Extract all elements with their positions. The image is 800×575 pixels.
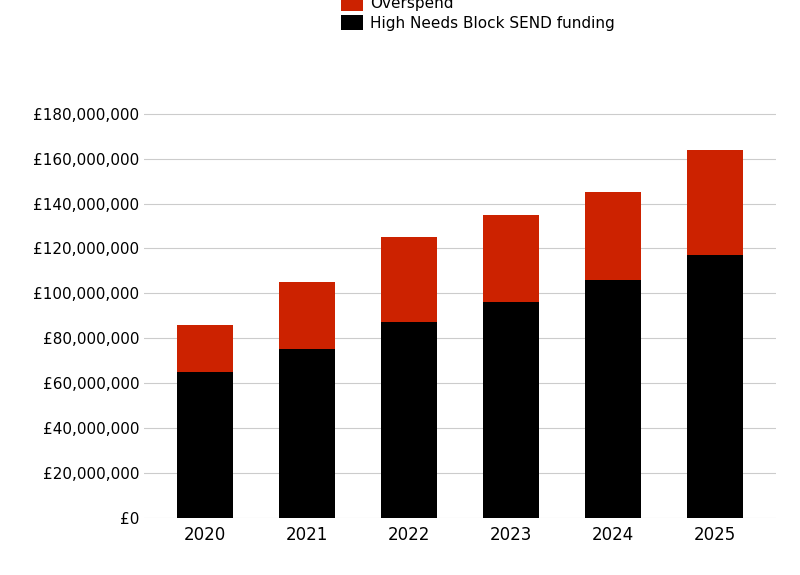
Bar — [483, 215, 539, 302]
Bar — [177, 372, 233, 518]
Legend: Overspend, High Needs Block SEND funding: Overspend, High Needs Block SEND funding — [342, 0, 615, 31]
Bar — [381, 237, 437, 323]
Bar — [585, 192, 641, 280]
Bar — [483, 302, 539, 518]
Bar — [687, 151, 743, 255]
Bar — [381, 323, 437, 518]
Bar — [687, 255, 743, 518]
Bar — [177, 325, 233, 372]
Bar — [585, 280, 641, 518]
Bar — [279, 282, 335, 349]
Bar — [279, 349, 335, 518]
